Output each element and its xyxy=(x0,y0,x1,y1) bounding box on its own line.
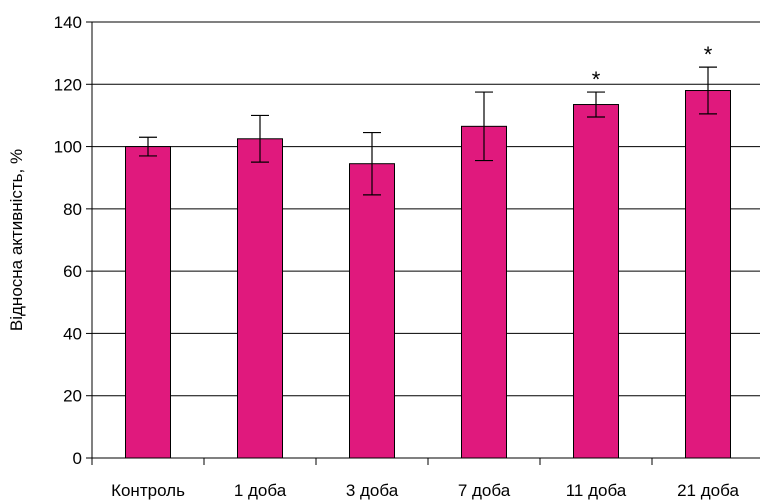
x-category-label: 1 доба xyxy=(234,481,287,500)
gridlines xyxy=(92,21,760,397)
y-axis-title: Відносна активність, % xyxy=(7,149,26,331)
x-category-label: Контроль xyxy=(111,481,185,500)
y-tick-labels: 0 20 40 60 80 100 120 140 xyxy=(54,13,82,468)
y-tick-label: 60 xyxy=(63,262,82,281)
bars xyxy=(125,90,731,459)
x-category-labels: Контроль 1 доба 3 доба 7 доба 11 доба 21 доба xyxy=(111,481,739,500)
significance-marker: * xyxy=(592,67,601,92)
error-bars xyxy=(139,66,717,196)
x-category-label: 11 доба xyxy=(566,481,627,500)
significance-markers: ** xyxy=(592,42,713,92)
significance-marker: * xyxy=(704,42,713,67)
axes xyxy=(86,21,760,465)
x-category-label: 7 доба xyxy=(458,481,511,500)
y-tick-label: 80 xyxy=(63,200,82,219)
bar xyxy=(461,125,507,459)
bar xyxy=(573,104,619,459)
x-category-label: 3 доба xyxy=(346,481,399,500)
bar xyxy=(125,146,171,459)
bar xyxy=(349,163,395,459)
y-tick-label: 120 xyxy=(54,75,82,94)
y-tick-label: 40 xyxy=(63,324,82,343)
bar xyxy=(685,90,731,459)
y-tick-label: 140 xyxy=(54,13,82,32)
y-tick-label: 100 xyxy=(54,138,82,157)
y-tick-label: 20 xyxy=(63,387,82,406)
x-category-label: 21 доба xyxy=(677,481,739,500)
y-tick-label: 0 xyxy=(73,449,82,468)
bar xyxy=(237,138,283,459)
